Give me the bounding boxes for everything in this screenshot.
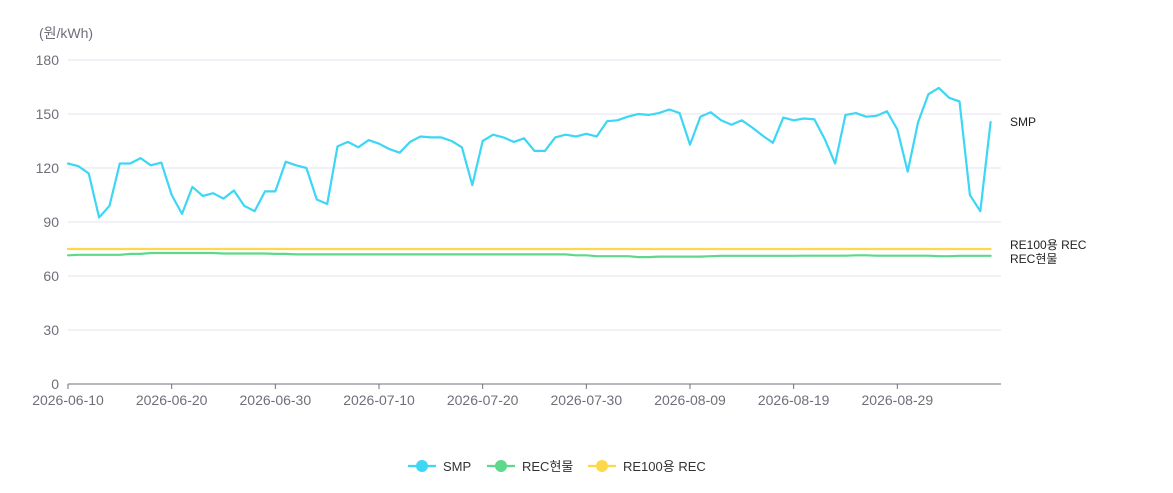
legend: SMP REC현물 RE100용 REC [408, 459, 706, 474]
series-end-label: SMP [1010, 115, 1036, 129]
x-tick-label: 2026-08-29 [862, 392, 934, 408]
y-tick-label: 30 [43, 322, 59, 338]
legend-label: SMP [443, 459, 471, 474]
x-tick-label: 2026-06-30 [240, 392, 312, 408]
series-lines [66, 86, 992, 259]
y-axis-ticks: 0 30 60 90 120 150 180 [36, 52, 60, 392]
y-tick-label: 60 [43, 268, 59, 284]
grid-lines [68, 59, 1001, 331]
x-tick-label: 2026-06-10 [32, 392, 104, 408]
x-axis: 2026-06-10 2026-06-20 2026-06-30 2026-07-10… [32, 383, 1001, 408]
legend-label: RE100용 REC [623, 459, 706, 474]
x-tick-label: 2026-08-19 [758, 392, 830, 408]
x-tick-label: 2026-07-20 [447, 392, 519, 408]
series-line-1 [66, 251, 992, 259]
series-line-0 [66, 86, 992, 219]
x-tick-label: 2026-08-09 [654, 392, 726, 408]
legend-label: REC현물 [522, 459, 573, 474]
y-tick-label: 180 [36, 52, 60, 68]
y-tick-label: 0 [51, 376, 59, 392]
x-tick-label: 2026-07-10 [343, 392, 415, 408]
legend-item: REC현물 [487, 459, 573, 474]
series-end-label: REC현물 [1010, 252, 1057, 266]
series-end-label: RE100용 REC [1010, 238, 1087, 252]
legend-swatch-marker [495, 460, 507, 472]
y-axis-unit-label: (원/kWh) [39, 25, 93, 41]
x-tick-label: 2026-06-20 [136, 392, 208, 408]
y-tick-label: 150 [36, 106, 60, 122]
legend-item: SMP [408, 459, 471, 474]
legend-swatch-marker [416, 460, 428, 472]
legend-swatch-marker [596, 460, 608, 472]
y-tick-label: 90 [43, 214, 59, 230]
legend-item: RE100용 REC [588, 459, 706, 474]
x-tick-label: 2026-07-30 [551, 392, 623, 408]
y-tick-label: 120 [36, 160, 60, 176]
